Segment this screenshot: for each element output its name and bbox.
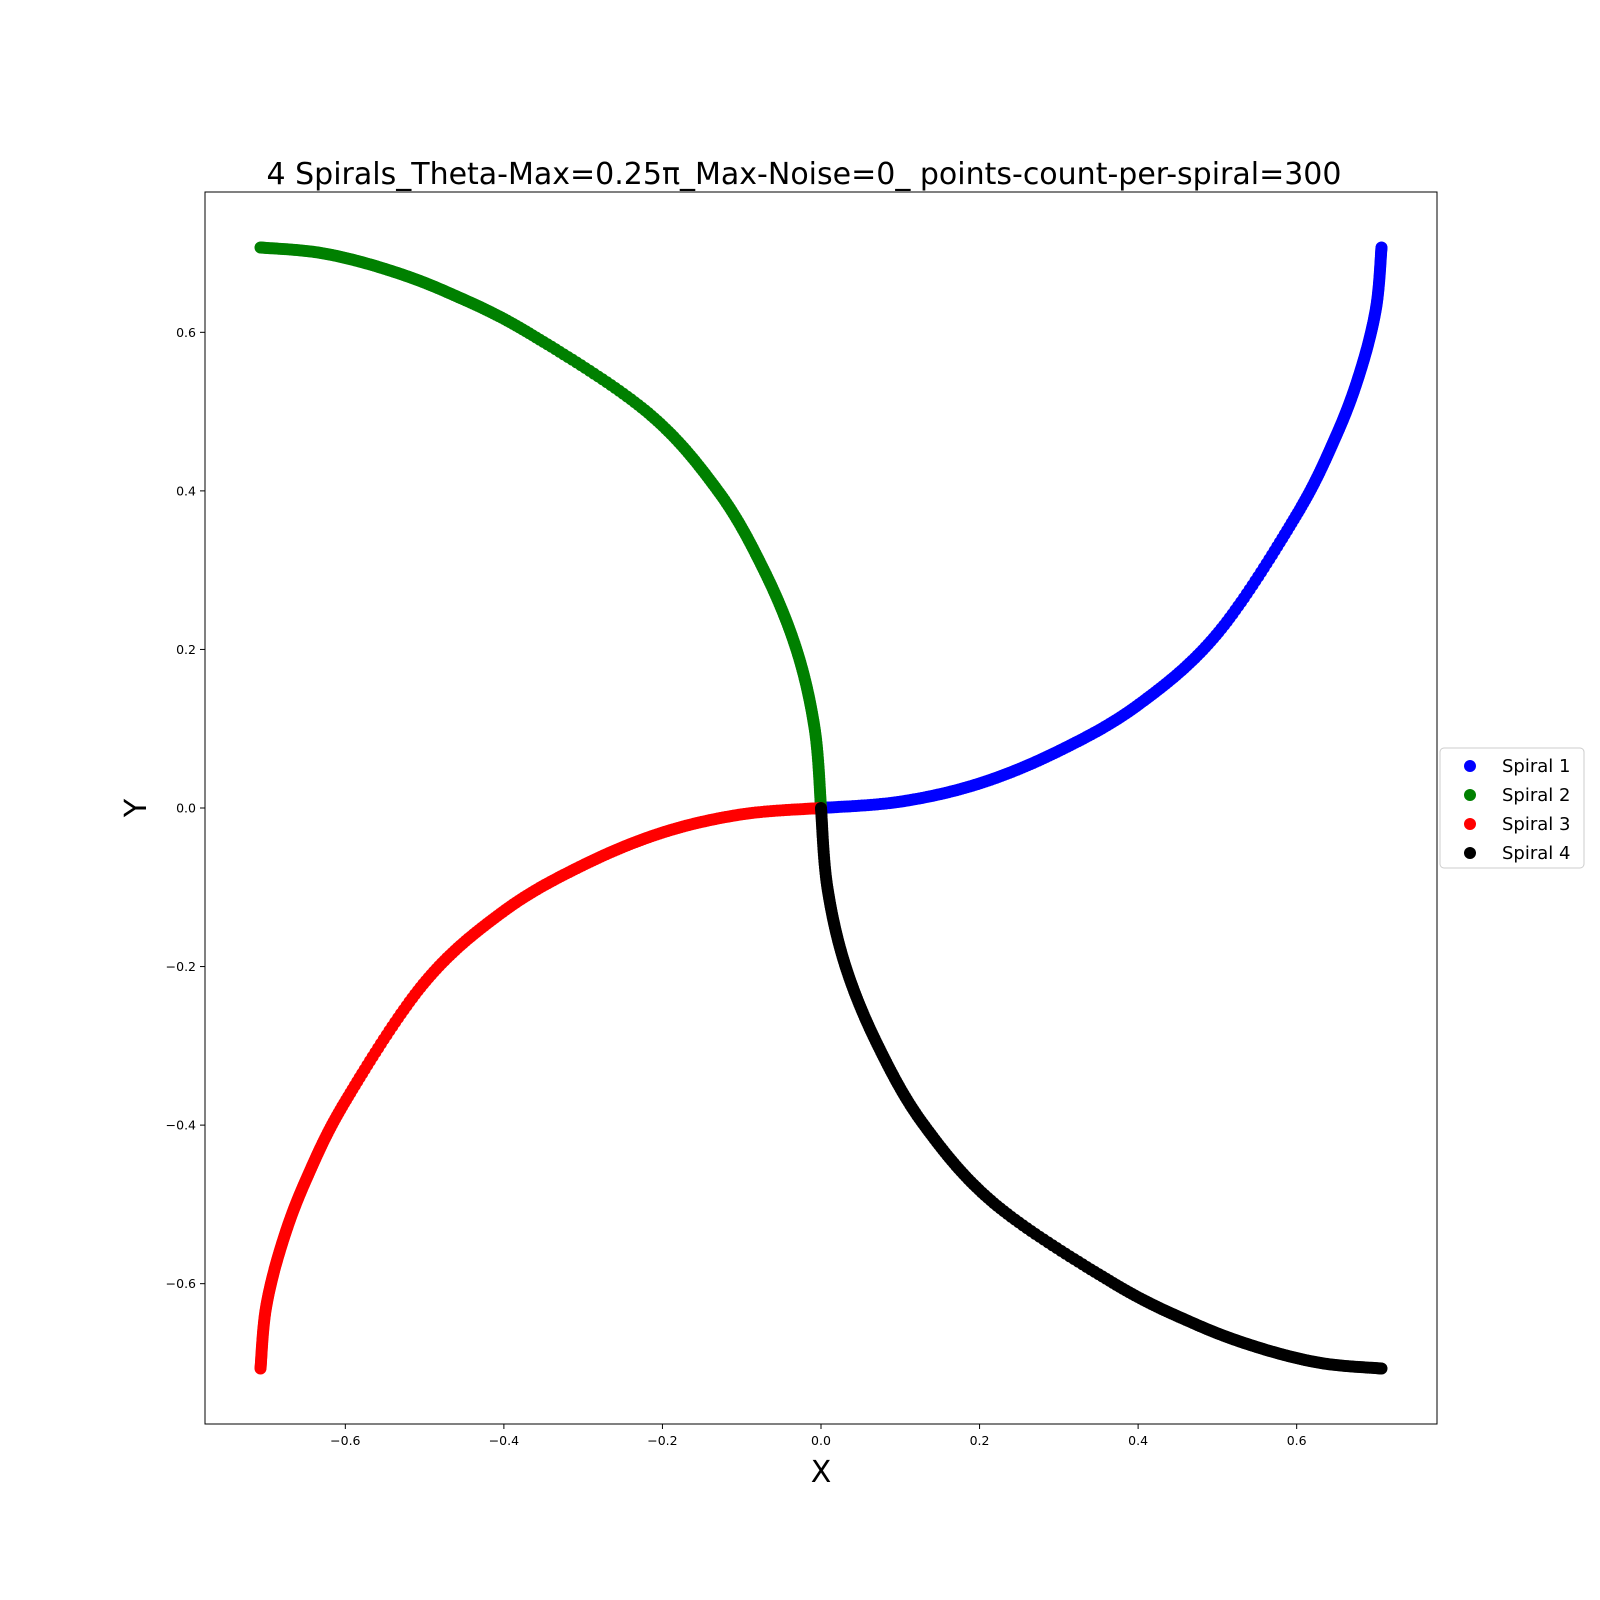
legend-label: Spiral 1 — [1502, 756, 1570, 777]
series-spiral-3 — [254, 802, 827, 1375]
x-axis-label: X — [811, 1455, 832, 1490]
x-tick-label: 0.2 — [970, 1433, 990, 1448]
x-axis: −0.6 −0.4 −0.2 0.0 0.2 0.4 0.6 — [330, 1424, 1307, 1448]
series-spiral-2 — [254, 241, 827, 814]
x-tick-label: −0.4 — [489, 1433, 519, 1448]
y-axis: −0.6 −0.4 −0.2 0.0 0.2 0.4 0.6 — [166, 325, 205, 1291]
legend: Spiral 1 Spiral 2 Spiral 3 Spiral 4 — [1439, 747, 1585, 869]
data-point — [254, 241, 267, 254]
y-tick-label: 0.2 — [176, 642, 196, 657]
y-axis-label: Y — [119, 798, 154, 818]
data-point — [1375, 1362, 1388, 1375]
x-tick-label: 0.6 — [1287, 1433, 1307, 1448]
x-tick-label: 0.4 — [1128, 1433, 1148, 1448]
x-tick-label: −0.2 — [647, 1433, 677, 1448]
y-tick-label: −0.4 — [166, 1118, 196, 1133]
y-tick-label: −0.2 — [166, 959, 196, 974]
series-spiral-1 — [815, 241, 1388, 814]
plot-area — [204, 191, 1438, 1425]
legend-marker — [1464, 760, 1476, 772]
legend-marker — [1464, 818, 1476, 830]
x-tick-label: −0.6 — [330, 1433, 360, 1448]
y-tick-label: 0.6 — [176, 325, 196, 340]
legend-label: Spiral 4 — [1502, 843, 1570, 864]
data-point — [1375, 241, 1388, 254]
x-tick-label: 0.0 — [811, 1433, 831, 1448]
legend-items: Spiral 1 Spiral 2 Spiral 3 Spiral 4 — [1464, 756, 1570, 864]
legend-label: Spiral 2 — [1502, 785, 1570, 806]
series-layer — [254, 241, 1388, 1375]
series-spiral-4 — [815, 802, 1388, 1375]
legend-label: Spiral 3 — [1502, 814, 1570, 835]
y-tick-label: 0.0 — [176, 801, 196, 816]
legend-marker — [1464, 847, 1476, 859]
legend-frame — [1439, 747, 1585, 869]
y-tick-label: 0.4 — [176, 483, 196, 498]
data-point — [254, 1362, 267, 1375]
y-tick-label: −0.6 — [166, 1276, 196, 1291]
legend-marker — [1464, 789, 1476, 801]
chart-title: 4 Spirals_Theta-Max=0.25π_Max-Noise=0_ p… — [267, 157, 1342, 192]
